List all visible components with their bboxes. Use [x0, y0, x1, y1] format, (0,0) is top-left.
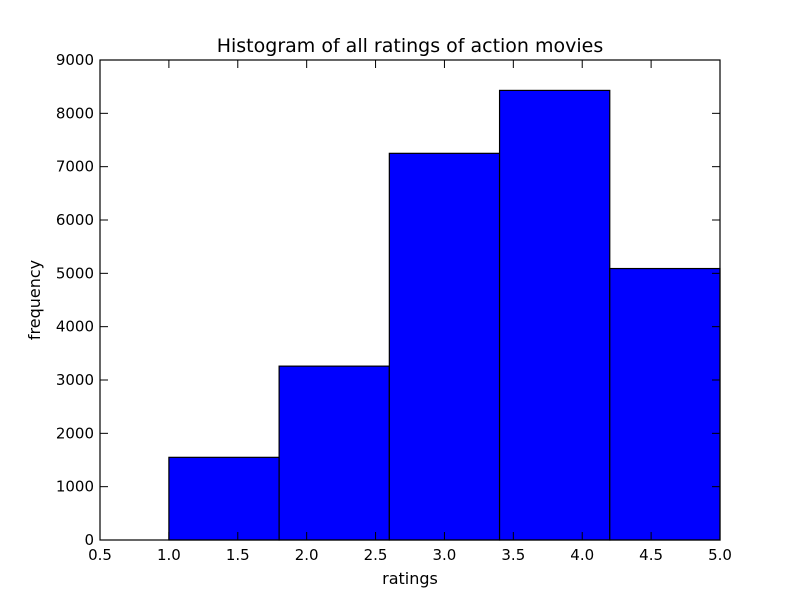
x-axis-label: ratings	[382, 569, 438, 588]
y-axis-label: frequency	[25, 260, 44, 340]
plot-frame	[99, 59, 721, 541]
x-tick-label-1: 1.0	[157, 546, 181, 564]
x-tick-label-0: 0.5	[88, 546, 112, 564]
x-tick-label-7: 4.0	[570, 546, 594, 564]
y-tick-label-5: 5000	[56, 264, 94, 282]
y-tick-label-4: 4000	[56, 318, 94, 336]
histogram-bar-2	[278, 365, 390, 541]
x-tick-label-8: 4.5	[639, 546, 663, 564]
y-tick-label-8: 8000	[56, 104, 94, 122]
x-tick-label-9: 5.0	[708, 546, 732, 564]
y-tick-label-2: 2000	[56, 424, 94, 442]
y-tick-label-1: 1000	[56, 478, 94, 496]
x-axis-ticks: 0.5 1.0 1.5 2.0 2.5 3.0 3.5 4.0 4.5 5.0	[88, 60, 732, 564]
histogram-bar-5	[609, 267, 721, 541]
x-tick-label-3: 2.0	[295, 546, 319, 564]
y-tick-label-0: 0	[84, 531, 94, 549]
y-axis-ticks: 0 1000 2000 3000 4000 5000 6000 7000 8000 9000	[56, 51, 720, 549]
x-tick-label-6: 3.5	[501, 546, 525, 564]
histogram-bar-4	[498, 89, 611, 541]
histogram-bar-3	[388, 152, 501, 541]
x-tick-label-4: 2.5	[364, 546, 388, 564]
y-tick-label-7: 7000	[56, 158, 94, 176]
y-tick-label-9: 9000	[56, 51, 94, 69]
bars-group	[168, 89, 721, 541]
y-tick-label-3: 3000	[56, 371, 94, 389]
x-tick-label-5: 3.0	[433, 546, 457, 564]
histogram-bar-1	[168, 456, 280, 541]
x-tick-label-2: 1.5	[226, 546, 250, 564]
chart-title: Histogram of all ratings of action movie…	[217, 35, 604, 57]
y-tick-label-6: 6000	[56, 211, 94, 229]
